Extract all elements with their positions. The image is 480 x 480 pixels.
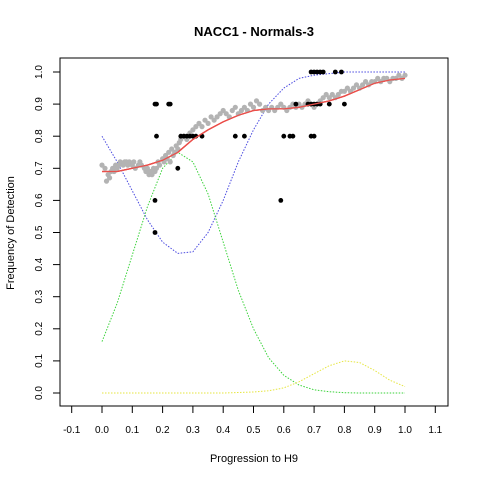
grey-point	[223, 111, 229, 117]
grey-point	[166, 149, 172, 155]
grey-point	[205, 120, 211, 126]
grey-point	[211, 117, 217, 123]
grey-point	[323, 91, 329, 98]
y-tick-label: 0.5	[34, 225, 45, 239]
black-point	[154, 133, 159, 139]
x-tick-label: 0.0	[95, 425, 109, 436]
axis-ticks: -0.1 0.0 0.1 0.2 0.3 0.4 0.5 0.6 0.7 0.8 0.9 1.0 1.1…	[34, 65, 443, 436]
grey-point	[257, 101, 263, 107]
grey-point	[396, 72, 402, 78]
y-tick-label: 0.2	[34, 321, 45, 335]
grey-point	[175, 146, 181, 152]
chart-title: NACC1 - Normals-3	[194, 24, 314, 39]
y-tick-label: 0.3	[34, 289, 45, 303]
x-tick-label: 0.4	[216, 425, 230, 436]
black-point	[332, 69, 338, 75]
x-tick-label: 0.7	[307, 425, 321, 436]
grey-point	[202, 117, 208, 123]
grey-point	[344, 85, 350, 91]
blue-curve	[101, 71, 405, 254]
grey-point	[144, 165, 150, 171]
black-point	[167, 101, 173, 107]
grey-point	[153, 165, 160, 171]
grey-point	[375, 75, 381, 81]
y-tick-label: 0.7	[34, 161, 45, 175]
grey-point	[169, 146, 175, 152]
black-point	[293, 101, 299, 107]
grey-point	[250, 104, 257, 110]
black-point	[281, 133, 287, 139]
y-tick-label: 0.9	[34, 97, 45, 111]
grey-point	[103, 178, 110, 184]
y-tick-label: 0.1	[34, 354, 45, 368]
black-point	[242, 133, 247, 139]
x-tick-label: 0.1	[125, 425, 139, 436]
grey-point	[199, 124, 205, 130]
x-tick-label: 0.3	[186, 425, 200, 436]
black-point	[320, 69, 326, 75]
grey-point	[214, 114, 220, 120]
x-tick-label: 0.5	[247, 425, 261, 436]
grey-point	[353, 82, 360, 88]
red-fit-line	[102, 77, 406, 173]
grey-point	[208, 114, 214, 120]
black-point	[290, 133, 296, 139]
grey-point	[167, 159, 173, 165]
y-axis-label: Frequency of Detection	[5, 176, 17, 290]
x-tick-label: 1.0	[398, 425, 412, 436]
black-point	[152, 198, 158, 203]
x-axis-label: Progression to H9	[210, 453, 298, 465]
yellow-curve	[102, 360, 406, 394]
x-tick-label: 0.6	[277, 425, 291, 436]
black-point	[278, 198, 284, 203]
x-tick-label: -0.1	[63, 425, 81, 436]
grey-point	[335, 91, 341, 98]
black-point	[311, 133, 317, 139]
x-tick-label: 0.8	[337, 425, 351, 436]
black-point	[175, 165, 181, 171]
y-tick-label: 0.6	[34, 193, 45, 207]
black-point	[342, 101, 347, 107]
black-point	[339, 69, 344, 75]
points-layer	[99, 69, 408, 235]
grey-point	[102, 165, 108, 171]
grey-point	[157, 162, 163, 168]
curves-layer	[101, 71, 406, 394]
black-point	[232, 133, 238, 139]
black-point	[326, 101, 332, 107]
black-point	[152, 101, 158, 107]
green-curve	[101, 151, 405, 394]
x-tick-label: 1.1	[428, 425, 442, 436]
x-tick-label: 0.9	[368, 425, 382, 436]
grey-point	[232, 104, 238, 110]
y-tick-label: 0.8	[34, 129, 45, 143]
y-tick-label: 0.4	[34, 257, 45, 271]
y-tick-label: 1.0	[34, 65, 45, 79]
grey-point	[402, 72, 408, 78]
black-point	[152, 230, 158, 235]
x-tick-label: 0.2	[156, 425, 170, 436]
grey-point	[350, 85, 357, 91]
grey-point	[253, 98, 260, 104]
grey-point	[107, 175, 113, 181]
grey-point	[131, 159, 137, 165]
grey-point	[193, 124, 199, 130]
y-tick-label: 0.0	[34, 386, 45, 400]
red-curve	[102, 77, 406, 173]
